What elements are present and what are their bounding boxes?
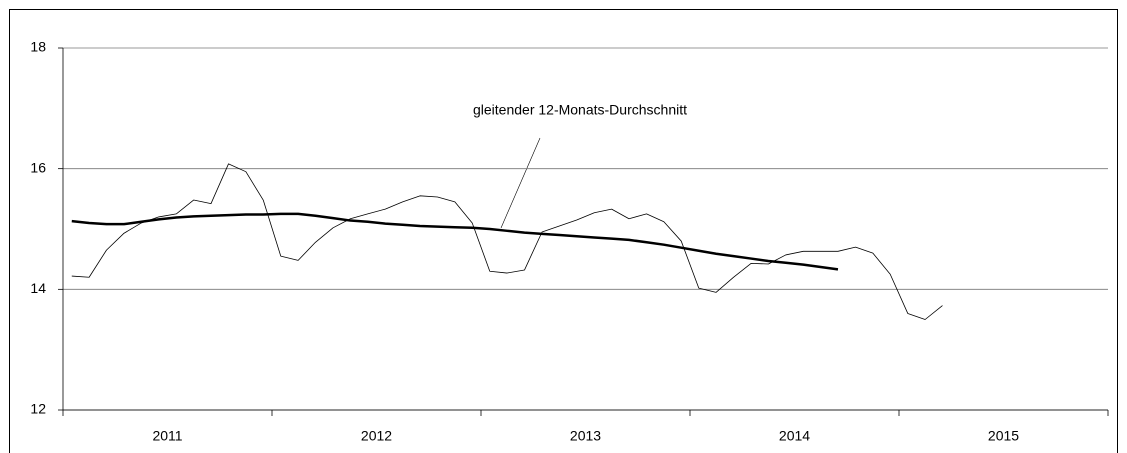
annotation-pointer — [500, 137, 541, 229]
x-tick-label: 2013 — [570, 428, 601, 444]
y-tick-label: 18 — [30, 39, 46, 55]
x-tick-label: 2015 — [988, 428, 1019, 444]
x-tick-label: 2014 — [779, 428, 810, 444]
y-tick-label: 12 — [30, 401, 46, 417]
y-tick-label: 14 — [30, 280, 46, 296]
series-line — [71, 212, 839, 271]
series-line — [71, 163, 943, 320]
x-tick-label: 2012 — [361, 428, 392, 444]
y-tick-label: 16 — [30, 159, 46, 175]
annotation: gleitender 12-Monats-Durchschnitt — [473, 102, 687, 118]
x-tick-label: 2011 — [152, 428, 182, 444]
chart-frame — [9, 9, 1118, 453]
